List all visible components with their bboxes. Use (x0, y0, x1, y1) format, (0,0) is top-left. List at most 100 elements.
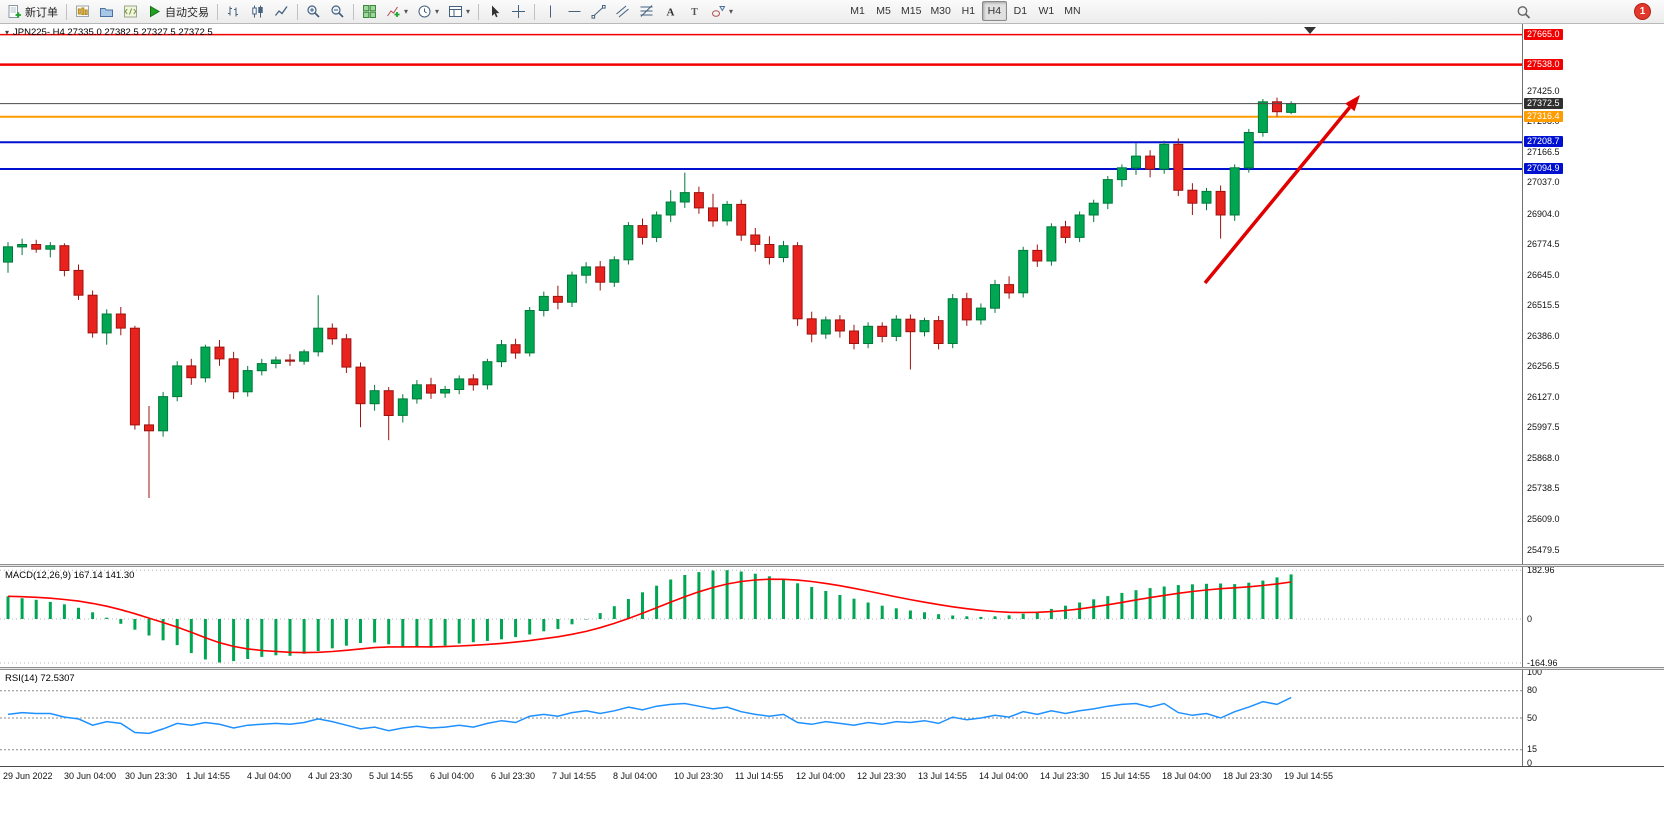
dropdown-caret-icon: ▾ (466, 6, 471, 16)
fibonacci-tool-button[interactable] (635, 2, 658, 22)
horizontal-line-tool-button[interactable] (563, 2, 586, 22)
cursor-button[interactable] (483, 2, 506, 22)
time-axis-label: 4 Jul 04:00 (247, 771, 292, 781)
toolbar-separator (217, 3, 218, 20)
autotrading-button[interactable]: 自动交易 (143, 2, 213, 22)
timeframe-m15[interactable]: M15 (901, 5, 922, 17)
macd-label: MACD(12,26,9) 167.14 141.30 (5, 570, 135, 581)
price-tick-label: 27425.0 (1527, 85, 1560, 96)
price-tick-label: 25479.5 (1527, 544, 1560, 555)
label-icon: T (691, 7, 698, 18)
price-tick-label: 27166.5 (1527, 146, 1560, 157)
rsi-tick-label: 15 (1527, 744, 1538, 755)
candlestick-chart-icon (252, 5, 263, 18)
chart-title-bar: ▾ JPN225-.H4 27335.0 27382.5 27327.5 273… (5, 27, 213, 38)
time-axis-label: 29 Jun 2022 (3, 771, 53, 781)
profiles-icon (100, 8, 113, 17)
new-order-label: 新订单 (25, 6, 58, 19)
zoom-out-button[interactable] (326, 2, 349, 22)
macd-chart (0, 569, 1522, 664)
rsi-line (7, 696, 1292, 735)
panel-splitter[interactable] (0, 667, 1664, 670)
channel-tool-button[interactable] (611, 2, 634, 22)
macd-tick-label: -164.96 (1527, 657, 1558, 668)
main-chart-panel[interactable]: ▾ JPN225-.H4 27335.0 27382.5 27327.5 273… (0, 24, 1522, 564)
macd-panel[interactable]: MACD(12,26,9) 167.14 141.30 (0, 567, 1522, 667)
candlestick-series (3, 97, 1297, 498)
chart-title: JPN225-.H4 27335.0 27382.5 27327.5 27372… (13, 27, 213, 38)
new-order-icon (8, 5, 21, 18)
price-axis[interactable]: 27425.027298.027166.527037.026904.026774… (1522, 24, 1664, 768)
time-axis-label: 6 Jul 04:00 (430, 771, 475, 781)
tile-windows-icon (363, 5, 376, 18)
indicators-button[interactable]: ▾ (382, 2, 412, 22)
dropdown-caret-icon: ▾ (729, 6, 734, 16)
crosshair-icon (512, 5, 526, 18)
time-axis-label: 11 Jul 14:55 (735, 771, 784, 781)
candlestick-chart-button[interactable] (246, 2, 269, 22)
new-chart-button[interactable] (71, 2, 94, 22)
periods-button[interactable]: ▾ (413, 2, 443, 22)
time-axis-label: 19 Jul 14:55 (1284, 771, 1334, 781)
label-tool-button[interactable]: T (683, 2, 706, 22)
autotrading-icon (150, 5, 160, 18)
cursor-icon (492, 5, 500, 18)
timeframe-m1[interactable]: M1 (850, 5, 865, 17)
price-tick-label: 27037.0 (1527, 177, 1560, 188)
new-chart-icon (76, 5, 89, 17)
timeframe-h4[interactable]: H4 (981, 1, 1007, 21)
macd-tick-label: 0 (1527, 613, 1533, 624)
vertical-line-tool-button[interactable] (539, 2, 562, 22)
timeframe-m30[interactable]: M30 (930, 5, 951, 17)
time-axis-label: 18 Jul 23:30 (1223, 771, 1273, 781)
price-tick-label: 26774.5 (1527, 239, 1560, 250)
price-tick-label: 26386.0 (1527, 330, 1560, 341)
autotrading-label: 自动交易 (165, 6, 209, 19)
crosshair-button[interactable] (507, 2, 530, 22)
profiles-button[interactable] (95, 2, 118, 22)
trend-arrow[interactable] (1203, 95, 1360, 285)
time-axis[interactable]: 29 Jun 2022 30 Jun 04:00 30 Jun 23:30 1 Jul… (0, 766, 1664, 786)
dropdown-caret-icon: ▾ (435, 6, 440, 16)
toolbar-separator (478, 3, 480, 20)
rsi-label: RSI(14) 72.5307 (5, 673, 75, 684)
text-tool-button[interactable]: A (659, 2, 682, 22)
toolbar-separator (66, 3, 67, 20)
timeframe-w1[interactable]: W1 (1038, 5, 1055, 17)
zoom-out-icon (331, 5, 344, 18)
search-button[interactable] (1512, 2, 1535, 22)
time-axis-label: 4 Jul 23:30 (308, 771, 353, 781)
line-chart-button[interactable] (270, 2, 293, 22)
tile-windows-button[interactable] (358, 2, 381, 22)
bar-chart-icon (228, 6, 238, 17)
metaeditor-button[interactable] (119, 2, 142, 22)
new-order-button[interactable]: 新订单 (3, 2, 62, 22)
time-axis-label: 1 Jul 14:55 (186, 771, 231, 781)
shapes-tool-button[interactable]: ▾ (707, 2, 737, 22)
price-tick-label: 26645.0 (1527, 269, 1560, 280)
trendline-tool-button[interactable] (587, 2, 610, 22)
templates-button[interactable]: ▾ (444, 2, 474, 22)
metaeditor-icon (124, 5, 137, 18)
price-tick-label: 25997.5 (1527, 422, 1560, 433)
timeframe-m5[interactable]: M5 (876, 5, 891, 17)
bar-chart-button[interactable] (222, 2, 245, 22)
chart-shift-marker[interactable] (1304, 27, 1316, 34)
price-tick-label: 26515.5 (1527, 300, 1560, 311)
notification-badge[interactable]: 1 (1634, 3, 1651, 20)
timeframe-mn[interactable]: MN (1064, 5, 1081, 17)
time-axis-label: 5 Jul 14:55 (369, 771, 414, 781)
rsi-chart (0, 690, 1522, 751)
rsi-panel[interactable]: RSI(14) 72.5307 (0, 670, 1522, 766)
periods-clock-icon (418, 5, 431, 18)
one-click-trading-icon[interactable]: ▾ (5, 28, 10, 37)
zoom-in-button[interactable] (302, 2, 325, 22)
panel-splitter[interactable] (0, 564, 1664, 567)
horizontal-line-icon (568, 11, 581, 12)
fibonacci-icon (640, 5, 653, 17)
search-icon (1517, 5, 1531, 19)
line-price-label: 27094.9 (1524, 163, 1563, 174)
svg-text:T: T (691, 7, 698, 18)
timeframe-d1[interactable]: D1 (1013, 5, 1028, 17)
timeframe-h1[interactable]: H1 (961, 5, 976, 17)
